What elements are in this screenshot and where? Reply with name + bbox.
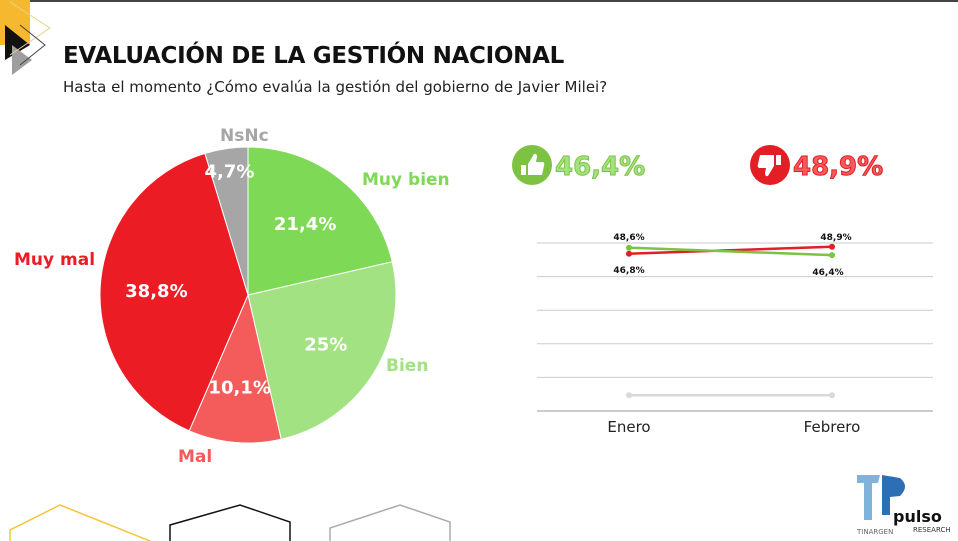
pie-category-label: Mal bbox=[178, 447, 212, 467]
data-point bbox=[829, 243, 835, 250]
pie-category-label: Bien bbox=[386, 356, 428, 376]
data-label: 48,6% bbox=[613, 233, 644, 243]
pie-category-label: Muy bien bbox=[362, 170, 450, 190]
pie-slice-nsnc bbox=[204, 146, 249, 296]
pie-value-label: 21,4% bbox=[274, 214, 336, 235]
pulso-logo-text: pulso bbox=[893, 507, 942, 526]
top-border bbox=[0, 0, 958, 2]
bottom-building-outlines bbox=[9, 504, 451, 541]
pie-slice-muy-bien bbox=[247, 146, 393, 296]
data-point bbox=[829, 252, 835, 259]
positive-kpi-value: 46,4% bbox=[555, 152, 645, 182]
corner-logo-triangles bbox=[0, 0, 51, 75]
thumbs-down-icon bbox=[750, 145, 790, 185]
tinargen-logo-text: TINARGEN bbox=[856, 528, 893, 536]
pie-value-label: 10,1% bbox=[208, 377, 270, 398]
data-point bbox=[626, 244, 632, 251]
negative-kpi-value: 48,9% bbox=[793, 152, 883, 182]
data-label: 46,8% bbox=[613, 266, 644, 276]
thumbs-up-icon bbox=[512, 145, 552, 185]
page-title: EVALUACIÓN DE LA GESTIÓN NACIONAL bbox=[63, 43, 564, 69]
pie-category-label: Muy mal bbox=[14, 250, 95, 270]
x-tick-label: Febrero bbox=[804, 418, 861, 436]
pie-slice-mal bbox=[188, 293, 282, 444]
pie-category-label: NsNc bbox=[220, 126, 269, 146]
pie-value-label: 25% bbox=[304, 335, 347, 356]
pie-value-label: 4,7% bbox=[205, 162, 255, 183]
page-subtitle: Hasta el momento ¿Cómo evalúa la gestión… bbox=[63, 78, 608, 96]
pie-slice-muy-mal bbox=[99, 152, 249, 432]
series-line bbox=[628, 246, 833, 257]
data-point bbox=[626, 392, 632, 399]
data-label: 46,4% bbox=[812, 268, 843, 278]
data-label: 48,9% bbox=[820, 233, 851, 243]
pie-slice-bien bbox=[247, 261, 397, 440]
data-point bbox=[626, 250, 632, 257]
pie-value-label: 38,8% bbox=[125, 281, 187, 302]
research-logo-text: RESEARCH bbox=[913, 526, 951, 534]
x-tick-label: Enero bbox=[607, 418, 650, 436]
data-point bbox=[829, 392, 835, 399]
